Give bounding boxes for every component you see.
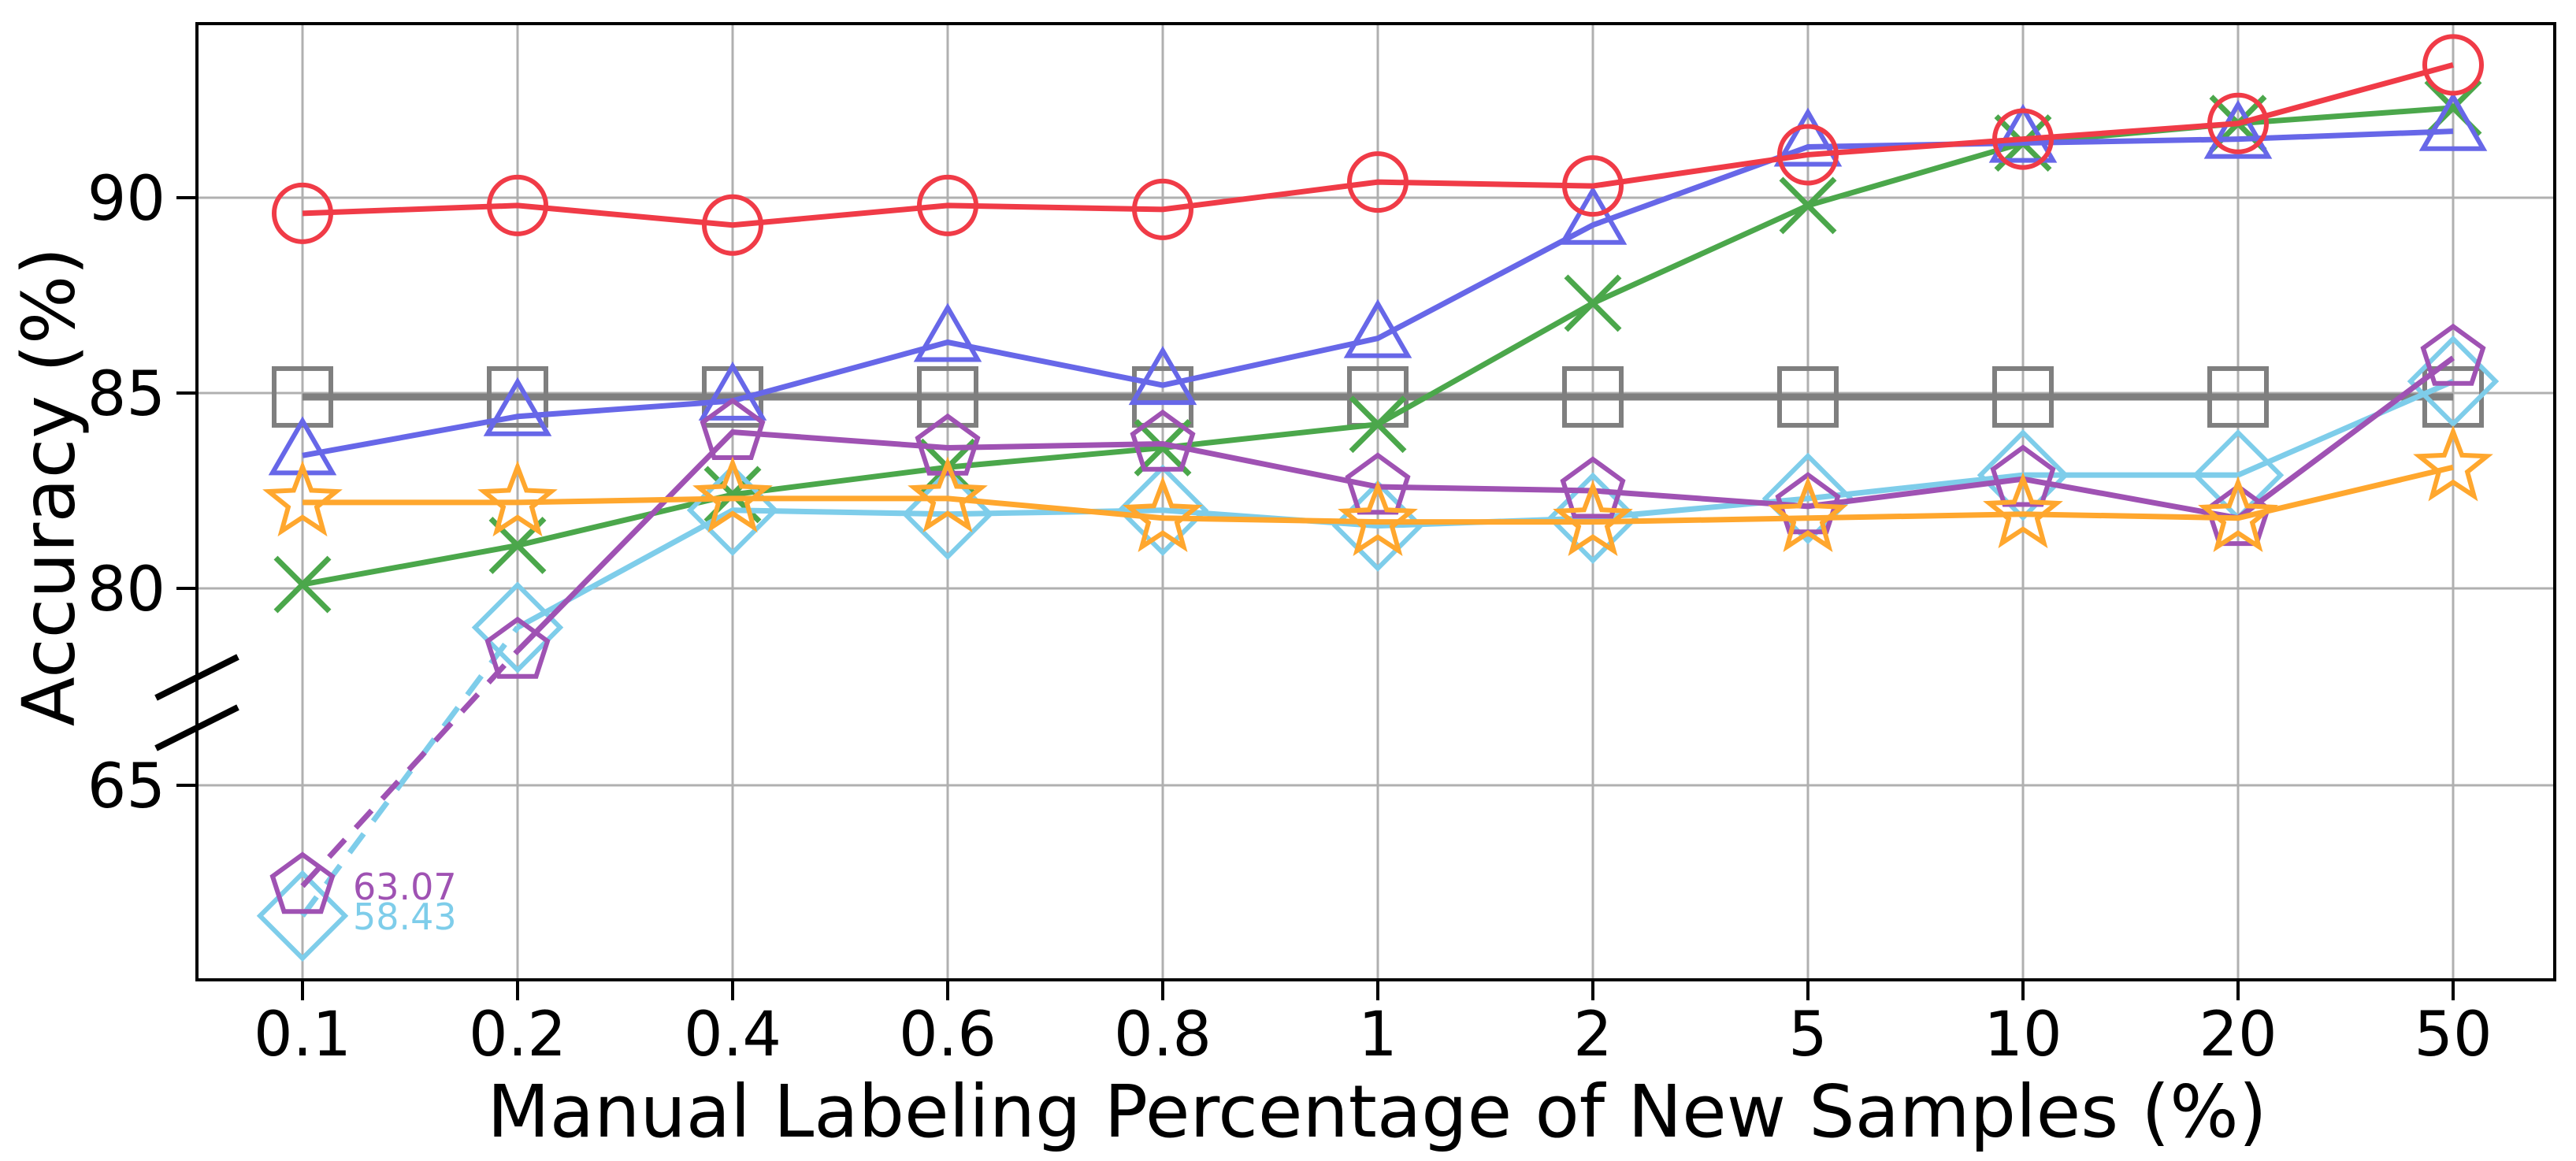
purple-pentagon-marker: [1560, 456, 1626, 519]
gray-square-marker: [917, 365, 978, 428]
axes-frame: [195, 22, 2556, 981]
x-tick-label-0.8: 0.8: [1114, 1000, 1212, 1070]
skyblue-diamond-dashed-segment: [300, 625, 520, 918]
red-circle-marker: [2422, 34, 2484, 96]
blue-triangle-marker: [2418, 91, 2488, 151]
purple-pentagon-marker: [484, 616, 551, 679]
axis-break-slash-1: [154, 654, 239, 701]
red-circle-line: [302, 61, 2454, 228]
green-x-marker: [1349, 395, 1407, 454]
annotation-purple-pentagon-first-value: 63.07: [353, 866, 457, 908]
plot-frame: [195, 22, 2556, 981]
tick-labels: 0.1 0.2 0.4 0.6 0.8 1 2 5 10 20 50 90 85 80 65: [87, 164, 2492, 1070]
orange-star-marker: [1553, 480, 1633, 556]
purple-pentagon-marker: [1990, 444, 2056, 507]
purple-pentagon-marker: [915, 413, 981, 476]
x-tick-label-0.1: 0.1: [254, 1000, 351, 1070]
gray-square-marker: [1992, 365, 2054, 428]
gray-square-marker: [1777, 365, 1839, 428]
blue-triangle-marker: [698, 361, 767, 421]
x-axis-title: Manual Labeling Percentage of New Sample…: [487, 1070, 2267, 1154]
skyblue-diamond-marker: [1761, 452, 1854, 545]
blue-triangle-marker: [483, 376, 552, 436]
purple-pentagon-marker: [1130, 409, 1196, 472]
blue-triangle-marker: [1558, 185, 1628, 245]
y-tick-label-80: 80: [87, 555, 165, 625]
red-circle-marker: [272, 182, 333, 244]
y-axis-title: Accuracy (%): [6, 247, 91, 727]
orange-star-marker: [692, 456, 773, 533]
series-blue-triangle: [268, 91, 2488, 476]
blue-triangle-marker: [913, 302, 982, 362]
x-tick-label-0.4: 0.4: [684, 1000, 781, 1070]
skyblue-diamond-marker: [1546, 472, 1639, 564]
orange-star-marker: [908, 456, 988, 533]
purple-pentagon-line: [515, 355, 2455, 653]
orange-star-marker: [1983, 472, 2063, 549]
red-circle-marker: [1777, 124, 1839, 186]
y-axis-break-marks: [154, 654, 239, 751]
series-orange-star: [262, 425, 2493, 556]
x-tick-label-10: 10: [1984, 1000, 2062, 1070]
purple-pentagon-dashed-segment: [300, 648, 520, 888]
green-x-marker: [1564, 274, 1622, 332]
series-red-circle: [272, 34, 2484, 256]
skyblue-diamond-marker: [256, 870, 349, 963]
orange-star-marker: [1123, 476, 1203, 552]
x-tick-label-0.2: 0.2: [469, 1000, 566, 1070]
purple-pentagon-marker: [1345, 452, 1411, 515]
skyblue-diamond-marker: [1116, 464, 1209, 557]
x-tick-label-20: 20: [2199, 1000, 2277, 1070]
blue-triangle-marker: [1128, 346, 1197, 406]
red-circle-marker: [1992, 108, 2054, 170]
red-circle-marker: [2207, 92, 2269, 154]
axis-break-slash-2: [154, 704, 239, 751]
blue-triangle-marker: [1773, 107, 1843, 167]
x-tick-label-50: 50: [2414, 1000, 2492, 1070]
green-x-marker: [273, 555, 332, 614]
red-circle-marker: [487, 174, 548, 236]
purple-pentagon-marker: [269, 851, 336, 914]
skyblue-diamond-marker: [2407, 335, 2500, 428]
red-circle-marker: [1132, 178, 1193, 240]
x-tick-label-0.6: 0.6: [899, 1000, 997, 1070]
orange-star-marker: [477, 460, 558, 537]
x-tick-label-5: 5: [1788, 1000, 1828, 1070]
blue-triangle-marker: [2203, 99, 2273, 159]
y-tick-label-85: 85: [87, 359, 165, 430]
red-circle-marker: [917, 174, 978, 236]
orange-star-marker: [1768, 476, 1848, 552]
y-tick-label-65: 65: [87, 751, 165, 822]
x-tick-label-2: 2: [1573, 1000, 1613, 1070]
blue-triangle-marker: [1988, 103, 2058, 163]
orange-star-line: [303, 464, 2454, 525]
red-circle-marker: [1347, 151, 1409, 213]
red-circle-marker: [1562, 155, 1624, 217]
orange-star-marker: [262, 460, 343, 537]
y-tick-label-90: 90: [87, 164, 165, 235]
blue-triangle-marker: [1343, 299, 1412, 358]
green-x-marker: [1779, 176, 1837, 235]
gray-square-marker: [487, 365, 548, 428]
gray-square-marker: [2207, 365, 2269, 428]
gray-square-marker: [1562, 365, 1624, 428]
x-tick-label-1: 1: [1358, 1000, 1397, 1070]
orange-star-marker: [1338, 480, 1418, 556]
skyblue-diamond-marker: [471, 581, 564, 673]
skyblue-diamond-marker: [1977, 428, 2069, 521]
orange-star-marker: [2413, 425, 2493, 502]
annotation-skyblue-diamond-first-value: 58.43: [353, 896, 457, 938]
blue-triangle-line: [302, 128, 2454, 458]
red-circle-marker: [702, 194, 763, 256]
purple-pentagon-marker: [2420, 323, 2486, 386]
orange-star-marker: [2198, 476, 2278, 552]
tick-marks: [176, 196, 2455, 1000]
